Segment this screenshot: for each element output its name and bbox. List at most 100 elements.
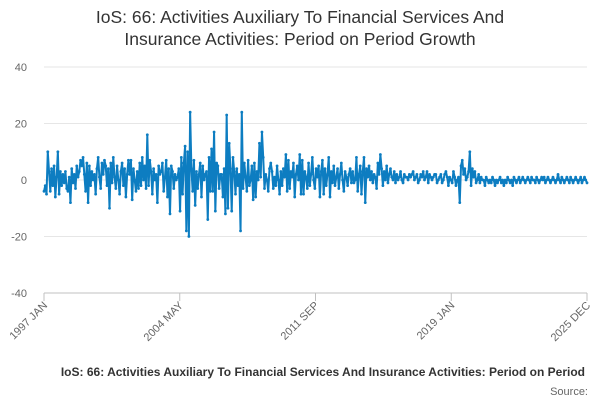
data-point[interactable] xyxy=(547,178,551,182)
data-point[interactable] xyxy=(271,187,275,190)
data-point[interactable] xyxy=(289,170,293,173)
data-point[interactable] xyxy=(64,170,67,173)
data-point[interactable] xyxy=(280,184,284,188)
data-point[interactable] xyxy=(391,178,395,182)
data-point[interactable] xyxy=(517,175,521,179)
data-point[interactable] xyxy=(79,158,82,162)
data-point[interactable] xyxy=(124,195,128,199)
data-point[interactable] xyxy=(526,175,530,179)
data-point[interactable] xyxy=(581,178,585,182)
data-point[interactable] xyxy=(297,178,300,182)
data-point[interactable] xyxy=(65,187,69,190)
data-point[interactable] xyxy=(62,181,66,185)
data-point[interactable] xyxy=(307,161,310,165)
data-point[interactable] xyxy=(260,130,264,134)
data-point[interactable] xyxy=(328,195,332,199)
data-point[interactable] xyxy=(407,172,411,176)
data-point[interactable] xyxy=(249,178,253,182)
data-point[interactable] xyxy=(169,164,173,168)
data-point[interactable] xyxy=(313,187,317,190)
data-point[interactable] xyxy=(478,181,482,185)
data-point[interactable] xyxy=(387,172,391,176)
data-point[interactable] xyxy=(488,178,492,182)
data-point[interactable] xyxy=(237,172,241,176)
data-point[interactable] xyxy=(246,158,250,162)
data-point[interactable] xyxy=(221,195,225,199)
data-point[interactable] xyxy=(350,181,353,185)
data-point[interactable] xyxy=(80,164,84,168)
data-point[interactable] xyxy=(247,184,251,188)
data-point[interactable] xyxy=(125,172,129,176)
data-point[interactable] xyxy=(498,175,502,179)
data-point[interactable] xyxy=(515,181,518,185)
data-point[interactable] xyxy=(70,167,74,171)
data-point[interactable] xyxy=(201,164,205,168)
data-point[interactable] xyxy=(441,178,445,182)
data-point[interactable] xyxy=(344,175,348,179)
data-point[interactable] xyxy=(85,161,89,165)
data-point[interactable] xyxy=(440,181,444,185)
data-point[interactable] xyxy=(144,187,148,190)
data-point[interactable] xyxy=(72,172,76,176)
data-point[interactable] xyxy=(565,175,569,179)
data-point[interactable] xyxy=(142,178,145,182)
data-point[interactable] xyxy=(187,235,191,238)
data-point[interactable] xyxy=(300,158,304,162)
data-point[interactable] xyxy=(225,113,229,117)
data-point[interactable] xyxy=(302,192,305,196)
data-point[interactable] xyxy=(270,170,274,173)
data-point[interactable] xyxy=(240,110,244,114)
data-point[interactable] xyxy=(430,178,434,182)
data-point[interactable] xyxy=(264,172,268,176)
data-point[interactable] xyxy=(434,172,438,176)
data-point[interactable] xyxy=(424,175,428,179)
data-point[interactable] xyxy=(501,178,504,182)
data-point[interactable] xyxy=(502,184,506,188)
data-point[interactable] xyxy=(486,178,489,182)
data-point[interactable] xyxy=(179,156,183,159)
data-point[interactable] xyxy=(566,178,570,182)
data-point[interactable] xyxy=(496,181,499,185)
data-point[interactable] xyxy=(245,189,249,193)
data-point[interactable] xyxy=(392,170,396,173)
data-point[interactable] xyxy=(192,158,196,162)
data-point[interactable] xyxy=(121,184,125,188)
data-point[interactable] xyxy=(66,189,70,193)
data-point[interactable] xyxy=(331,181,334,185)
data-point[interactable] xyxy=(308,184,312,188)
data-point[interactable] xyxy=(556,172,560,176)
data-point[interactable] xyxy=(134,189,138,193)
data-point[interactable] xyxy=(298,153,302,156)
data-point[interactable] xyxy=(326,172,329,176)
data-point[interactable] xyxy=(400,178,404,182)
data-point[interactable] xyxy=(284,153,288,156)
data-point[interactable] xyxy=(378,153,382,156)
data-point[interactable] xyxy=(176,175,179,179)
data-point[interactable] xyxy=(329,170,333,173)
data-point[interactable] xyxy=(465,175,469,179)
data-point[interactable] xyxy=(470,167,474,171)
data-point[interactable] xyxy=(376,161,380,165)
data-point[interactable] xyxy=(575,178,579,182)
data-point[interactable] xyxy=(346,184,350,188)
data-point[interactable] xyxy=(303,170,307,173)
data-point[interactable] xyxy=(333,184,337,188)
data-point[interactable] xyxy=(71,181,75,185)
data-point[interactable] xyxy=(365,167,368,171)
data-point[interactable] xyxy=(96,156,100,159)
data-point[interactable] xyxy=(48,189,52,193)
data-point[interactable] xyxy=(255,170,259,173)
data-point[interactable] xyxy=(336,167,339,171)
data-point[interactable] xyxy=(268,167,271,171)
data-point[interactable] xyxy=(552,178,556,182)
data-point[interactable] xyxy=(339,161,343,165)
data-point[interactable] xyxy=(212,130,216,134)
data-point[interactable] xyxy=(217,187,221,190)
data-point[interactable] xyxy=(46,150,50,154)
data-point[interactable] xyxy=(506,175,510,179)
data-point[interactable] xyxy=(196,187,200,190)
data-point[interactable] xyxy=(145,133,149,137)
data-point[interactable] xyxy=(231,156,235,159)
data-point[interactable] xyxy=(377,172,381,176)
data-point[interactable] xyxy=(98,175,101,179)
